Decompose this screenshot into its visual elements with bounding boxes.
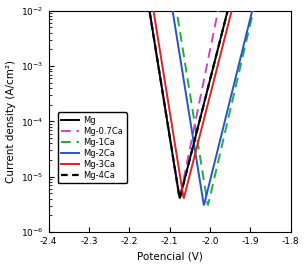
Mg-0.7Ca bbox=[218, 0, 222, 3]
Line: Mg-2Ca: Mg-2Ca bbox=[171, 1, 255, 205]
Mg-1Ca bbox=[173, 0, 177, 3]
Mg-3Ca bbox=[150, 0, 154, 3]
Mg-3Ca bbox=[182, 196, 186, 199]
Line: Mg-3Ca: Mg-3Ca bbox=[152, 1, 234, 198]
Mg bbox=[168, 138, 172, 141]
Mg bbox=[217, 46, 220, 49]
Mg-3Ca bbox=[232, 0, 236, 3]
Mg-2Ca bbox=[196, 168, 200, 171]
Mg-0.7Ca bbox=[192, 125, 196, 129]
Mg-0.7Ca bbox=[147, 5, 151, 8]
Mg-3Ca bbox=[206, 103, 210, 107]
Mg bbox=[178, 196, 182, 199]
Mg-0.7Ca bbox=[215, 14, 219, 17]
Mg-1Ca bbox=[215, 164, 219, 168]
Mg-2Ca bbox=[169, 0, 173, 3]
Mg bbox=[197, 121, 201, 124]
Mg-1Ca bbox=[214, 172, 217, 176]
Mg-2Ca bbox=[253, 0, 257, 3]
Mg-2Ca bbox=[239, 57, 242, 60]
Mg-3Ca bbox=[197, 138, 201, 141]
Mg-4Ca bbox=[168, 138, 172, 141]
Mg-2Ca bbox=[220, 134, 223, 137]
Mg-0.7Ca bbox=[199, 94, 203, 97]
Mg-4Ca bbox=[176, 186, 180, 190]
Mg-4Ca bbox=[219, 36, 223, 40]
Y-axis label: Current density (A/cm²): Current density (A/cm²) bbox=[5, 60, 16, 183]
Mg bbox=[146, 0, 150, 3]
Mg-1Ca bbox=[215, 167, 218, 171]
Mg-1Ca bbox=[254, 0, 257, 3]
Mg-4Ca bbox=[153, 46, 157, 49]
Mg-1Ca bbox=[216, 161, 220, 164]
Mg-3Ca bbox=[166, 99, 170, 102]
Line: Mg-1Ca: Mg-1Ca bbox=[175, 1, 256, 205]
Mg-2Ca bbox=[202, 203, 206, 206]
Mg bbox=[153, 46, 157, 49]
Mg-1Ca bbox=[247, 29, 251, 32]
Mg-4Ca bbox=[228, 0, 232, 3]
Mg-3Ca bbox=[203, 115, 206, 118]
Mg bbox=[228, 0, 232, 3]
Mg-4Ca bbox=[217, 46, 220, 49]
Mg-0.7Ca bbox=[161, 93, 165, 97]
Mg bbox=[176, 186, 180, 190]
Line: Mg-0.7Ca: Mg-0.7Ca bbox=[148, 1, 220, 198]
Mg-4Ca bbox=[197, 121, 201, 124]
Mg-1Ca bbox=[206, 203, 210, 206]
Mg-0.7Ca bbox=[146, 0, 150, 3]
Mg-2Ca bbox=[204, 197, 207, 200]
Mg-2Ca bbox=[211, 168, 215, 171]
Line: Mg-4Ca: Mg-4Ca bbox=[148, 1, 230, 198]
Mg bbox=[219, 36, 223, 40]
X-axis label: Potencial (V): Potencial (V) bbox=[137, 252, 203, 261]
Mg-4Ca bbox=[178, 196, 182, 199]
Mg-2Ca bbox=[212, 164, 216, 167]
Mg-4Ca bbox=[146, 0, 150, 3]
Mg-0.7Ca bbox=[178, 196, 182, 199]
Mg-3Ca bbox=[165, 91, 168, 94]
Line: Mg: Mg bbox=[148, 1, 230, 198]
Mg-1Ca bbox=[235, 82, 238, 85]
Mg-3Ca bbox=[197, 138, 201, 142]
Legend: Mg, Mg-0.7Ca, Mg-1Ca, Mg-2Ca, Mg-3Ca, Mg-4Ca: Mg, Mg-0.7Ca, Mg-1Ca, Mg-2Ca, Mg-3Ca, Mg… bbox=[58, 112, 127, 183]
Mg-0.7Ca bbox=[189, 142, 193, 145]
